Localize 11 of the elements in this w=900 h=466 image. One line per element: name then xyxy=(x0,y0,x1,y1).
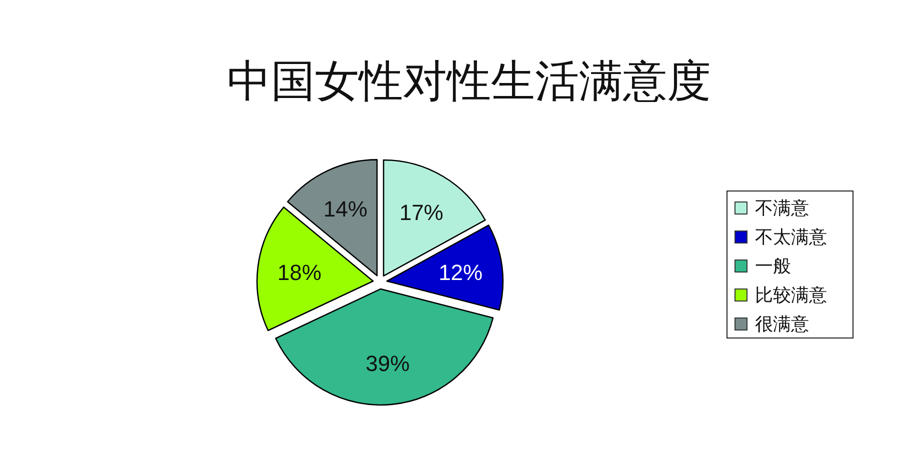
data-label: 14% xyxy=(323,196,368,221)
legend-label: 一般 xyxy=(755,256,791,276)
data-label: 12% xyxy=(438,259,483,284)
legend-label: 很满意 xyxy=(755,314,809,334)
data-label: 17% xyxy=(399,200,444,225)
legend-label: 比较满意 xyxy=(755,285,827,305)
data-label: 39% xyxy=(366,350,410,376)
legend-label: 不满意 xyxy=(755,198,809,218)
legend-label: 不太满意 xyxy=(755,227,827,247)
title: 中国女性对性生活满意度 xyxy=(227,57,711,106)
data-label: 18% xyxy=(277,259,322,284)
